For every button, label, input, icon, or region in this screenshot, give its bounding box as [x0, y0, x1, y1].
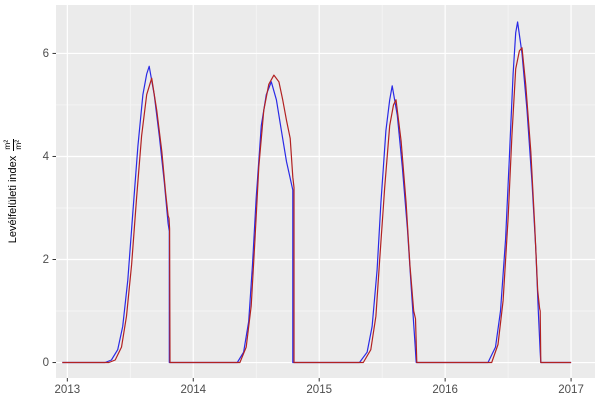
y-axis-title-text: Levélfelületi index [7, 155, 19, 244]
x-tick-label: 2016 [432, 384, 458, 396]
x-tick-label: 2013 [55, 384, 81, 396]
x-tick-label: 2017 [558, 384, 584, 396]
y-tick-label: 4 [43, 151, 50, 163]
x-tick-label: 2014 [180, 384, 206, 396]
y-tick-label: 6 [43, 48, 49, 60]
plot-panel [56, 5, 595, 378]
y-tick-label: 0 [43, 357, 49, 369]
y-axis-unit-fraction: m² m² [1, 138, 24, 151]
y-axis-unit-numerator: m² [1, 138, 14, 151]
y-axis-unit-denominator: m² [12, 139, 23, 150]
y-axis-title: Levélfelületi index m² m² [0, 111, 28, 271]
lai-series-red-line [62, 47, 572, 364]
x-tick-label: 2015 [306, 384, 332, 396]
y-tick-label: 2 [43, 254, 49, 266]
